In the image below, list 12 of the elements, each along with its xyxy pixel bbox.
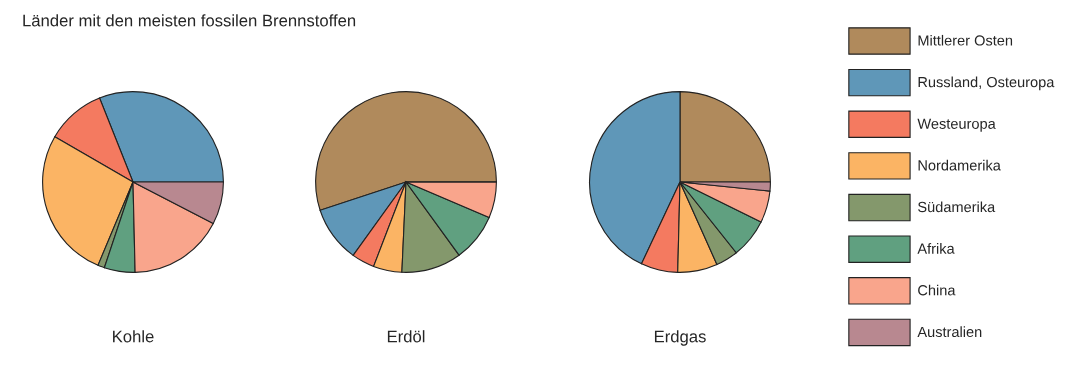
legend-label: Russland, Osteuropa [918,76,1055,91]
text: Kohle [113,330,154,343]
legend-label: Westeuropa [917,118,996,132]
text: Erdgas [654,330,706,346]
text: Erdöl [387,330,425,343]
legend-label: Afrika [917,243,955,254]
chart-title: Länder mit den meisten fossilen Brennstoffen [23,14,356,27]
legend-label: Australien [917,326,982,338]
legend-label: Südamerika [918,201,996,213]
legend-label: Mittlerer Osten [918,34,1013,46]
legend-label: China [918,284,956,296]
legend-label: Nordamerika [918,159,1001,171]
